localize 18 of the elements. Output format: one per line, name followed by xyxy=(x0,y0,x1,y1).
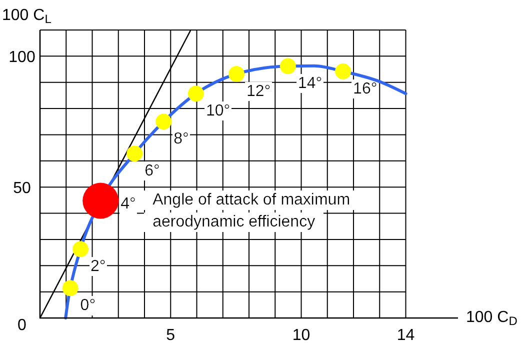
x-tick-label: 14 xyxy=(396,327,415,343)
annotation: 2° xyxy=(90,258,106,276)
annotation: 8° xyxy=(174,130,189,148)
y-axis-title: 100 C$_{L}$ xyxy=(2,7,52,26)
y-tick-label: 100 xyxy=(8,49,36,66)
annotation: 10° xyxy=(206,102,230,120)
annotation: Angle of attack of maximum aerodynamic efficiency xyxy=(152,192,350,231)
annotation: 12° xyxy=(246,82,271,100)
y-tick-label: 0 xyxy=(18,317,27,334)
x-tick-label: 10 xyxy=(292,327,310,343)
annotation: 14° xyxy=(298,75,322,92)
annotation: 0° xyxy=(80,297,96,314)
annotation: 6° xyxy=(144,162,160,180)
x-axis-title: 100 C$_{D}$ xyxy=(466,309,518,328)
y-tick-label: 50 xyxy=(13,180,31,198)
annotation: 4° xyxy=(120,196,136,213)
annotation: 16° xyxy=(353,80,378,98)
x-tick-label: 5 xyxy=(166,327,176,343)
